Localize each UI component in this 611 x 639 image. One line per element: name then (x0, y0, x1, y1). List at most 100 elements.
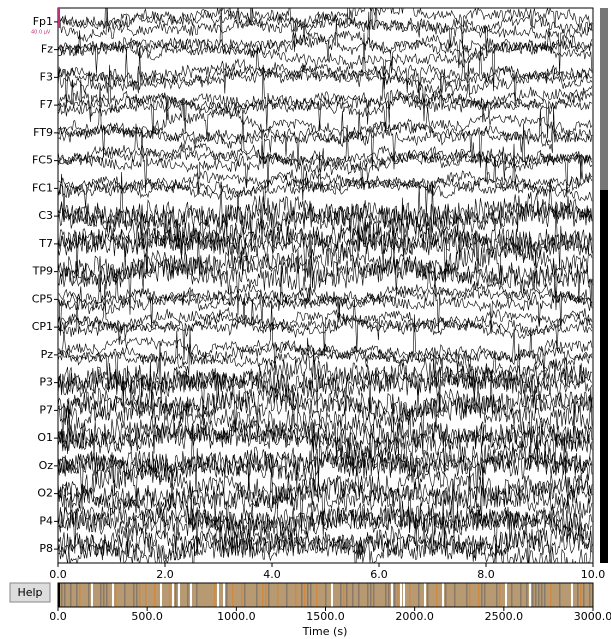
overview-stripe (124, 583, 126, 607)
eeg-trace (58, 365, 593, 426)
overview-stripe (589, 583, 591, 607)
overview-stripe (88, 583, 90, 607)
eeg-trace (58, 436, 593, 503)
eeg-trace (58, 8, 593, 75)
overview-stripe (214, 583, 216, 607)
main-axes-frame (57, 7, 594, 564)
overview-stripe (481, 583, 483, 607)
overview-stripe (100, 583, 102, 607)
eeg-trace (58, 143, 593, 209)
overview-stripe (427, 583, 429, 607)
eeg-trace (58, 399, 593, 467)
overview-stripe (478, 583, 480, 607)
x-tick-label: 2.0 (156, 568, 174, 581)
channel-label: P4 (39, 514, 53, 527)
overview-gap (424, 583, 426, 607)
overview-stripe (385, 583, 387, 607)
channel-label: FT9 (33, 126, 53, 139)
overview-stripe (70, 583, 72, 607)
channel-scrollbar[interactable] (600, 8, 608, 563)
channel-label: FC5 (32, 154, 53, 167)
overview-gap (172, 583, 174, 607)
overview-gap (571, 583, 573, 607)
channel-label: P8 (39, 542, 53, 555)
overview-stripe (409, 583, 411, 607)
overview-stripe (301, 583, 303, 607)
eeg-trace (58, 262, 593, 336)
channel-label: CP5 (32, 292, 53, 305)
overview-stripe (373, 583, 375, 607)
overview-stripe (532, 583, 534, 607)
eeg-trace (58, 124, 593, 198)
overview-gap (190, 583, 192, 607)
overview-stripe (304, 583, 306, 607)
channel-label: Oz (39, 459, 54, 472)
overview-stripe (511, 583, 513, 607)
eeg-trace (58, 296, 593, 341)
overview-stripe (136, 583, 138, 607)
eeg-trace (58, 397, 593, 473)
overview-stripe (61, 583, 63, 607)
eeg-trace (58, 90, 593, 139)
overview-stripe (154, 583, 156, 607)
overview-gap (223, 583, 225, 607)
x-tick-label: 8.0 (477, 568, 495, 581)
overview-stripe (106, 583, 108, 607)
overview-stripe (352, 583, 354, 607)
overview-stripe (256, 583, 258, 607)
overview-stripe (241, 583, 243, 607)
overview-stripe (496, 583, 498, 607)
overview-stripe (370, 583, 372, 607)
channel-label: P7 (39, 403, 53, 416)
eeg-trace (58, 112, 593, 201)
help-button[interactable] (9, 582, 51, 603)
overview-stripe (169, 583, 171, 607)
overview-stripe (520, 583, 522, 607)
channel-label: O2 (37, 487, 53, 500)
overview-stripe (277, 583, 279, 607)
eeg-trace (58, 340, 593, 413)
overview-tick-label: 500.0 (131, 610, 163, 623)
overview-stripe (436, 583, 438, 607)
scrollbar-thumb[interactable] (600, 8, 608, 190)
overview-stripe (316, 583, 318, 607)
overview-gap (178, 583, 180, 607)
channel-label: O1 (37, 431, 53, 444)
eeg-trace (58, 156, 593, 218)
channel-label: TP9 (32, 265, 53, 278)
eeg-trace (58, 32, 593, 122)
eeg-trace (58, 151, 593, 217)
help-button-label[interactable]: Help (17, 586, 42, 599)
overview-gap (112, 583, 114, 607)
channel-label: F7 (40, 98, 53, 111)
eeg-trace (58, 44, 593, 94)
x-tick-label: 10.0 (581, 568, 606, 581)
overview-bar[interactable] (58, 583, 593, 607)
overview-tick-label: 2000.0 (395, 610, 434, 623)
overview-tick-label: 2500.0 (485, 610, 524, 623)
channel-label: Pz (41, 348, 54, 361)
overview-stripe (526, 583, 528, 607)
overview-stripe (484, 583, 486, 607)
overview-stripe (244, 583, 246, 607)
channel-label: F3 (40, 70, 53, 83)
overview-stripe (175, 583, 177, 607)
x-axis-label: Time (s) (302, 625, 348, 638)
overview-stripe (64, 583, 66, 607)
overview-stripe (115, 583, 117, 607)
eeg-trace (58, 61, 593, 132)
overview-stripe (232, 583, 234, 607)
eeg-trace (58, 45, 593, 108)
overview-stripe (307, 583, 309, 607)
overview-stripe (541, 583, 543, 607)
overview-stripe (295, 583, 297, 607)
eeg-trace (58, 433, 593, 496)
eeg-trace (58, 97, 593, 139)
overview-stripe (397, 583, 399, 607)
eeg-trace (58, 519, 593, 563)
overview-stripe (535, 583, 537, 607)
overview-gap (391, 583, 393, 607)
eeg-trace (58, 298, 593, 361)
x-tick-label: 6.0 (370, 568, 388, 581)
